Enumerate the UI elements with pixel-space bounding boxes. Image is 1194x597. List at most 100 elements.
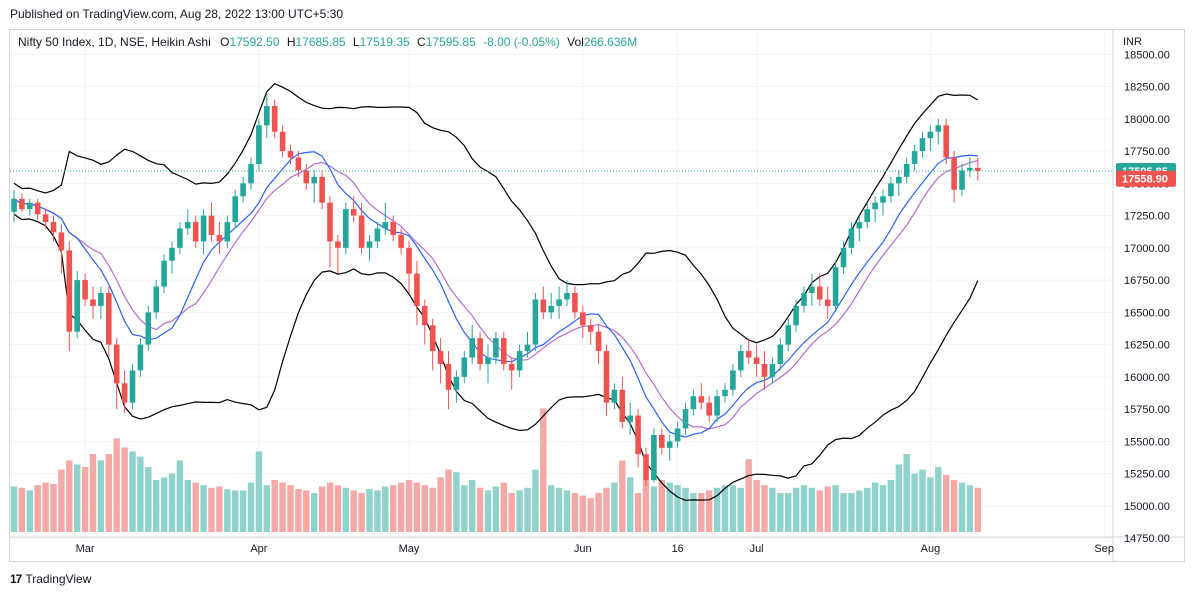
brand-name[interactable]: TradingView <box>25 572 92 586</box>
candle <box>121 370 128 413</box>
candle <box>951 151 957 203</box>
candle-body <box>414 273 420 306</box>
candle-body <box>224 222 231 242</box>
volume-bar <box>753 480 760 532</box>
volume-bar <box>548 485 555 532</box>
volume-bar <box>153 480 160 532</box>
candle-body <box>240 183 246 197</box>
candle <box>232 189 238 229</box>
candle <box>832 260 839 313</box>
price-tick-label: 15250.00 <box>1124 469 1170 481</box>
candle <box>738 344 744 377</box>
candle <box>659 428 665 455</box>
candle-body <box>398 234 404 248</box>
volume-bar <box>627 477 634 532</box>
volume-bar <box>571 493 579 532</box>
candle <box>295 151 302 177</box>
candle-body <box>603 351 610 403</box>
candle <box>493 331 499 364</box>
candle <box>706 396 712 423</box>
candle-body <box>145 312 152 345</box>
candle <box>311 170 317 203</box>
candle <box>177 222 183 255</box>
volume-bar <box>769 487 776 532</box>
candle <box>864 202 870 229</box>
candle <box>240 176 246 203</box>
volume-bar <box>713 487 721 532</box>
candle-body <box>390 222 396 235</box>
lower-band-line <box>13 213 979 501</box>
candle <box>192 215 199 248</box>
candle <box>216 222 223 255</box>
time-tick-label: Apr <box>250 543 267 555</box>
chart-frame <box>9 29 1185 562</box>
candle-body <box>785 325 791 345</box>
volume-bar <box>532 469 539 532</box>
candle <box>287 144 294 164</box>
candle-body <box>113 344 120 384</box>
candle-body <box>572 293 578 313</box>
candle-body <box>343 209 349 248</box>
candle <box>145 305 152 352</box>
volume-bar <box>168 473 176 532</box>
volume-bar <box>437 477 444 532</box>
volume-bar <box>737 487 744 532</box>
candle-body <box>185 222 191 229</box>
candle-body <box>177 228 183 248</box>
candle-body <box>548 305 554 313</box>
volume-bar <box>318 486 326 532</box>
volume-bar <box>895 464 902 532</box>
published-info: Published on TradingView.com, Aug 28, 20… <box>10 7 344 21</box>
price-tick-label: 18250.00 <box>1124 82 1170 94</box>
candle <box>769 357 776 384</box>
candle <box>429 318 436 371</box>
candle <box>485 344 491 384</box>
footer: 17 TradingView <box>10 572 91 586</box>
candle-body <box>429 325 436 352</box>
volume-bar <box>113 438 120 532</box>
volume-bar <box>358 493 365 532</box>
volume-bar <box>326 482 334 532</box>
price-tick-label: 17750.00 <box>1124 146 1170 158</box>
open-label: O <box>220 35 230 49</box>
volume-bar <box>279 482 286 532</box>
candle-body <box>508 363 515 371</box>
candle-body <box>169 247 175 261</box>
candle <box>461 351 468 384</box>
candle-body <box>801 293 807 306</box>
candle-body <box>959 170 965 190</box>
volume-bar <box>137 456 144 532</box>
candle <box>848 222 855 255</box>
candle <box>445 351 452 410</box>
price-tick-label: 17250.00 <box>1124 211 1170 223</box>
candle <box>437 338 444 384</box>
grid-lines <box>10 30 1113 539</box>
candle-body <box>232 196 238 223</box>
price-tick-label: 18000.00 <box>1124 114 1170 126</box>
candle-body <box>493 338 499 358</box>
candle-body <box>619 389 626 423</box>
price-tick-label: 16000.00 <box>1124 372 1170 384</box>
candle-body <box>129 370 136 403</box>
candle <box>524 331 531 358</box>
candle-body <box>335 241 341 248</box>
volume-bar <box>958 482 966 532</box>
volume-bar <box>808 487 816 532</box>
candle-body <box>153 286 159 313</box>
candle <box>414 260 420 326</box>
volume-bar <box>445 469 452 532</box>
candle <box>374 222 381 248</box>
candle-body <box>358 215 365 248</box>
candle <box>34 198 41 220</box>
candle-body <box>208 215 215 235</box>
candle <box>390 215 396 242</box>
volume-bar <box>405 480 413 532</box>
candle-body <box>271 105 278 132</box>
candle-body <box>864 209 870 223</box>
candle-body <box>674 428 681 442</box>
candle <box>264 93 270 139</box>
candle <box>248 157 254 190</box>
candle <box>959 163 965 197</box>
volume-bar <box>935 467 942 532</box>
